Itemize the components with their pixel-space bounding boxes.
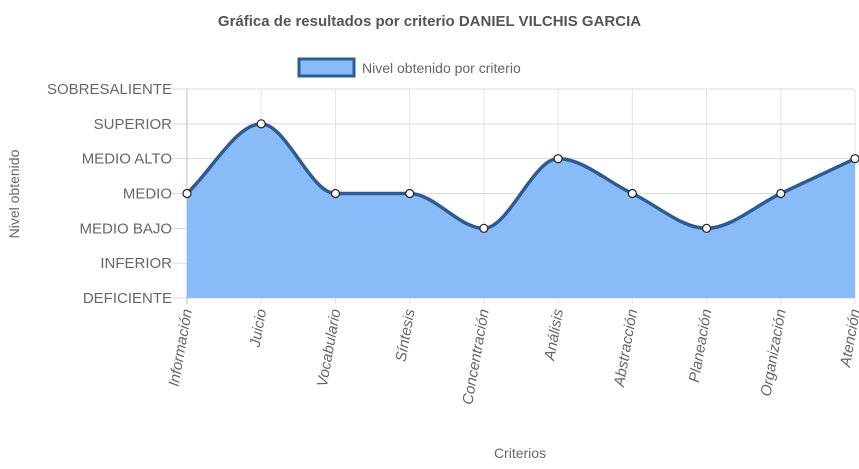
area-series [185, 122, 856, 298]
y-tick-label: INFERIOR [100, 255, 172, 272]
x-tick-label: Síntesis [393, 307, 419, 363]
data-point[interactable] [776, 188, 786, 199]
data-point[interactable] [479, 223, 489, 233]
data-point[interactable] [627, 188, 637, 199]
y-tick-label: SOBRESALIENTE [47, 81, 172, 98]
x-tick-label: Información [166, 308, 196, 388]
x-tick-label: Concentración [459, 308, 493, 406]
x-axis-title: Criterios [494, 445, 546, 461]
x-tick-label: Planeación [686, 308, 716, 384]
legend-swatch [297, 57, 356, 78]
x-tick-label: Abstracción [611, 308, 642, 389]
data-point[interactable] [850, 154, 859, 164]
y-tick-label: MEDIO BAJO [79, 220, 172, 237]
area-fill [187, 123, 855, 298]
x-tick-label: Análisis [541, 307, 567, 362]
y-tick-label: SUPERIOR [94, 116, 173, 133]
x-tick-label: Juicio [247, 308, 271, 350]
data-points [182, 119, 859, 233]
data-point[interactable] [256, 119, 266, 129]
x-tick-label: Vocabulario [314, 308, 344, 388]
legend[interactable]: Nivel obtenido por criterio [297, 57, 521, 78]
x-tick-label: Organización [758, 308, 790, 398]
data-point[interactable] [553, 154, 563, 164]
x-tick-label: Atención [837, 308, 859, 369]
x-axis-ticks: Información Juicio Vocabulario Síntesis Conc… [166, 307, 859, 406]
chart-title: Gráfica de resultados por criterio DANIE… [217, 13, 642, 30]
y-tick-label: MEDIO ALTO [82, 151, 172, 168]
y-tick-label: DEFICIENTE [83, 290, 172, 307]
data-point[interactable] [405, 188, 415, 199]
y-tick-label: MEDIO [123, 186, 172, 203]
data-point[interactable] [701, 223, 712, 233]
series-line [185, 122, 856, 231]
legend-label: Nivel obtenido por criterio [362, 60, 521, 76]
data-point[interactable] [330, 188, 341, 199]
data-point[interactable] [182, 188, 192, 199]
y-axis-title: Nivel obtenido [6, 149, 22, 238]
y-axis-ticks: DEFICIENTE INFERIOR MEDIO BAJO MEDIO MEDIO A… [47, 81, 172, 307]
